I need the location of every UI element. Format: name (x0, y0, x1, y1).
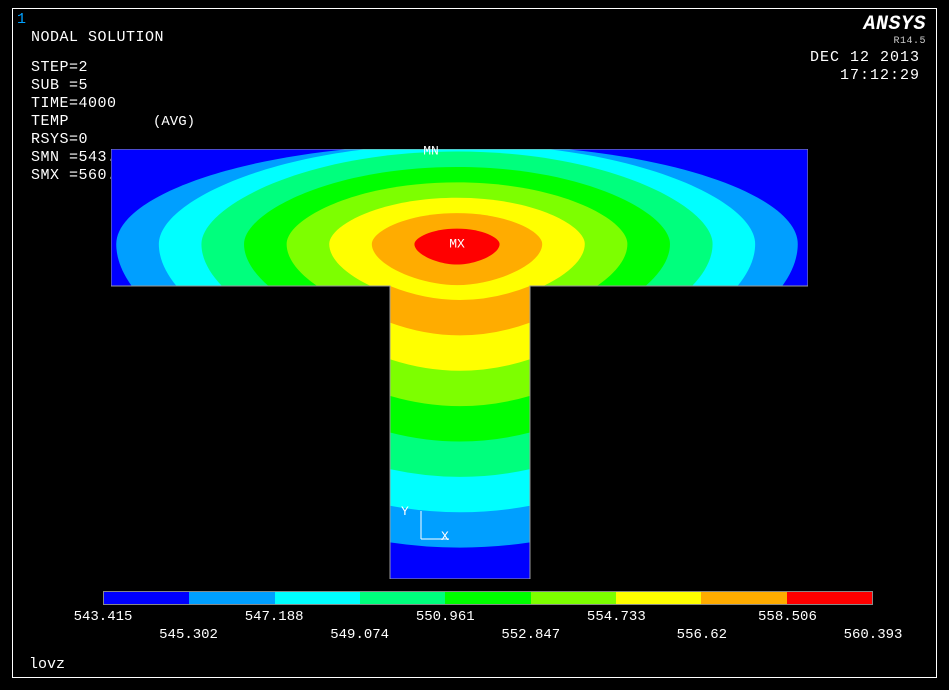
legend-value: 550.961 (416, 609, 475, 625)
contour-svg (111, 149, 808, 579)
legend-value: 552.847 (501, 627, 560, 643)
solution-title: NODAL SOLUTION (31, 29, 164, 46)
footer-text: lovz (29, 656, 65, 673)
legend-value: 543.415 (74, 609, 133, 625)
avg-label: (AVG) (153, 114, 195, 130)
legend-value: 549.074 (330, 627, 389, 643)
legend-segment (531, 592, 616, 604)
brand-name: ANSYS (863, 13, 926, 36)
legend-value: 547.188 (245, 609, 304, 625)
legend-value: 545.302 (159, 627, 218, 643)
legend-segment (701, 592, 786, 604)
legend-segment (787, 592, 872, 604)
brand: ANSYS R14.5 (863, 13, 926, 47)
contour-plot: MN MX Y X (111, 149, 808, 579)
y-axis-label: Y (401, 504, 409, 519)
legend-segment (189, 592, 274, 604)
legend-segment (360, 592, 445, 604)
legend-value: 558.506 (758, 609, 817, 625)
legend-segment (445, 592, 530, 604)
brand-version: R14.5 (863, 36, 926, 47)
mn-marker: MN (423, 144, 439, 159)
plot-viewport: 1 NODAL SOLUTION STEP=2 SUB =5 TIME=4000… (12, 8, 937, 678)
mx-marker: MX (449, 237, 465, 252)
legend-segment (616, 592, 701, 604)
date-label: DEC 12 2013 (810, 49, 920, 66)
legend-segment (104, 592, 189, 604)
legend-value: 554.733 (587, 609, 646, 625)
window-number: 1 (17, 11, 26, 28)
legend-value: 556.62 (677, 627, 727, 643)
legend-segment (275, 592, 360, 604)
legend-value: 560.393 (844, 627, 903, 643)
x-axis-label: X (441, 529, 449, 544)
color-legend: 543.415545.302547.188549.074550.961552.8… (103, 591, 873, 647)
legend-labels: 543.415545.302547.188549.074550.961552.8… (103, 609, 873, 647)
legend-bar (103, 591, 873, 605)
time-label: 17:12:29 (840, 67, 920, 84)
